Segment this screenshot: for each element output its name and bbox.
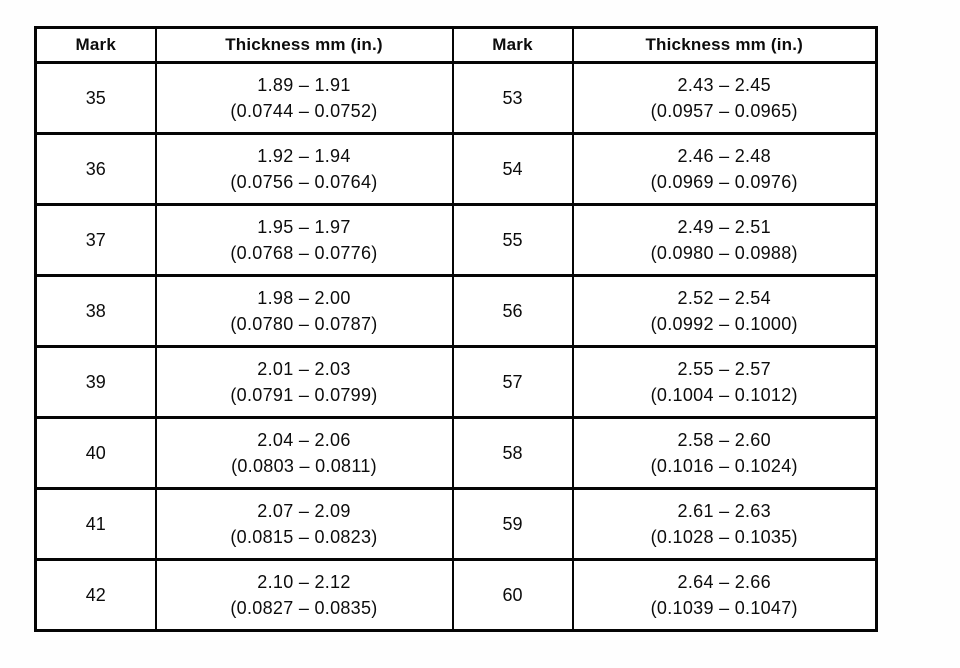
mark-cell: 60 [451, 558, 574, 632]
mark-cell: 41 [34, 487, 157, 561]
mark-cell: 55 [451, 203, 574, 277]
thickness-cell: 1.92 – 1.94 (0.0756 – 0.0764) [154, 132, 454, 206]
thickness-mm: 2.49 – 2.51 [677, 217, 771, 237]
header-thickness-right: Thickness mm (in.) [571, 26, 878, 64]
thickness-in: (0.0992 – 0.1000) [650, 314, 798, 334]
table-row: 40 2.04 – 2.06 (0.0803 – 0.0811) 58 2.58… [34, 416, 878, 490]
thickness-in: (0.0957 – 0.0965) [650, 101, 798, 121]
mark-cell: 39 [34, 345, 157, 419]
thickness-cell: 1.98 – 2.00 (0.0780 – 0.0787) [154, 274, 454, 348]
thickness-mm: 2.43 – 2.45 [677, 75, 771, 95]
thickness-cell: 2.46 – 2.48 (0.0969 – 0.0976) [571, 132, 878, 206]
table-row: 36 1.92 – 1.94 (0.0756 – 0.0764) 54 2.46… [34, 132, 878, 206]
table-row: 38 1.98 – 2.00 (0.0780 – 0.0787) 56 2.52… [34, 274, 878, 348]
mark-cell: 38 [34, 274, 157, 348]
table-body: 35 1.89 – 1.91 (0.0744 – 0.0752) 53 2.43… [34, 61, 878, 632]
table-row: 41 2.07 – 2.09 (0.0815 – 0.0823) 59 2.61… [34, 487, 878, 561]
mark-cell: 54 [451, 132, 574, 206]
shim-thickness-table: Mark Thickness mm (in.) Mark Thickness m… [34, 26, 878, 632]
thickness-in: (0.1016 – 0.1024) [650, 456, 798, 476]
thickness-in: (0.0815 – 0.0823) [230, 527, 378, 547]
thickness-cell: 2.04 – 2.06 (0.0803 – 0.0811) [154, 416, 454, 490]
thickness-mm: 2.07 – 2.09 [257, 501, 351, 521]
thickness-in: (0.0969 – 0.0976) [650, 172, 798, 192]
thickness-mm: 2.61 – 2.63 [677, 501, 771, 521]
thickness-mm: 2.52 – 2.54 [677, 288, 771, 308]
mark-cell: 36 [34, 132, 157, 206]
thickness-cell: 1.95 – 1.97 (0.0768 – 0.0776) [154, 203, 454, 277]
thickness-in: (0.0827 – 0.0835) [230, 598, 378, 618]
thickness-mm: 2.10 – 2.12 [257, 572, 351, 592]
thickness-mm: 1.89 – 1.91 [257, 75, 351, 95]
thickness-cell: 2.55 – 2.57 (0.1004 – 0.1012) [571, 345, 878, 419]
thickness-cell: 1.89 – 1.91 (0.0744 – 0.0752) [154, 61, 454, 135]
thickness-mm: 1.92 – 1.94 [257, 146, 351, 166]
thickness-cell: 2.10 – 2.12 (0.0827 – 0.0835) [154, 558, 454, 632]
header-thickness-left: Thickness mm (in.) [154, 26, 454, 64]
thickness-in: (0.0780 – 0.0787) [230, 314, 378, 334]
mark-cell: 56 [451, 274, 574, 348]
thickness-in: (0.1028 – 0.1035) [650, 527, 798, 547]
mark-cell: 40 [34, 416, 157, 490]
thickness-in: (0.0980 – 0.0988) [650, 243, 798, 263]
header-mark-right: Mark [451, 26, 574, 64]
table-row: 39 2.01 – 2.03 (0.0791 – 0.0799) 57 2.55… [34, 345, 878, 419]
mark-cell: 59 [451, 487, 574, 561]
thickness-mm: 2.46 – 2.48 [677, 146, 771, 166]
mark-cell: 35 [34, 61, 157, 135]
table-row: 35 1.89 – 1.91 (0.0744 – 0.0752) 53 2.43… [34, 61, 878, 135]
thickness-cell: 2.61 – 2.63 (0.1028 – 0.1035) [571, 487, 878, 561]
table-header-row: Mark Thickness mm (in.) Mark Thickness m… [34, 26, 878, 64]
thickness-mm: 2.64 – 2.66 [677, 572, 771, 592]
thickness-in: (0.1039 – 0.1047) [650, 598, 798, 618]
mark-cell: 58 [451, 416, 574, 490]
thickness-mm: 1.95 – 1.97 [257, 217, 351, 237]
mark-cell: 37 [34, 203, 157, 277]
thickness-in: (0.0744 – 0.0752) [230, 101, 378, 121]
thickness-cell: 2.64 – 2.66 (0.1039 – 0.1047) [571, 558, 878, 632]
mark-cell: 53 [451, 61, 574, 135]
thickness-cell: 2.58 – 2.60 (0.1016 – 0.1024) [571, 416, 878, 490]
thickness-mm: 2.58 – 2.60 [677, 430, 771, 450]
thickness-mm: 1.98 – 2.00 [257, 288, 351, 308]
table-row: 42 2.10 – 2.12 (0.0827 – 0.0835) 60 2.64… [34, 558, 878, 632]
thickness-cell: 2.43 – 2.45 (0.0957 – 0.0965) [571, 61, 878, 135]
thickness-in: (0.0768 – 0.0776) [230, 243, 378, 263]
thickness-mm: 2.01 – 2.03 [257, 359, 351, 379]
thickness-cell: 2.52 – 2.54 (0.0992 – 0.1000) [571, 274, 878, 348]
thickness-mm: 2.04 – 2.06 [257, 430, 351, 450]
thickness-cell: 2.07 – 2.09 (0.0815 – 0.0823) [154, 487, 454, 561]
mark-cell: 57 [451, 345, 574, 419]
thickness-cell: 2.01 – 2.03 (0.0791 – 0.0799) [154, 345, 454, 419]
thickness-in: (0.1004 – 0.1012) [650, 385, 798, 405]
header-mark-left: Mark [34, 26, 157, 64]
thickness-in: (0.0803 – 0.0811) [231, 456, 377, 476]
thickness-in: (0.0756 – 0.0764) [230, 172, 378, 192]
thickness-in: (0.0791 – 0.0799) [230, 385, 378, 405]
thickness-mm: 2.55 – 2.57 [677, 359, 771, 379]
mark-cell: 42 [34, 558, 157, 632]
table-row: 37 1.95 – 1.97 (0.0768 – 0.0776) 55 2.49… [34, 203, 878, 277]
thickness-cell: 2.49 – 2.51 (0.0980 – 0.0988) [571, 203, 878, 277]
